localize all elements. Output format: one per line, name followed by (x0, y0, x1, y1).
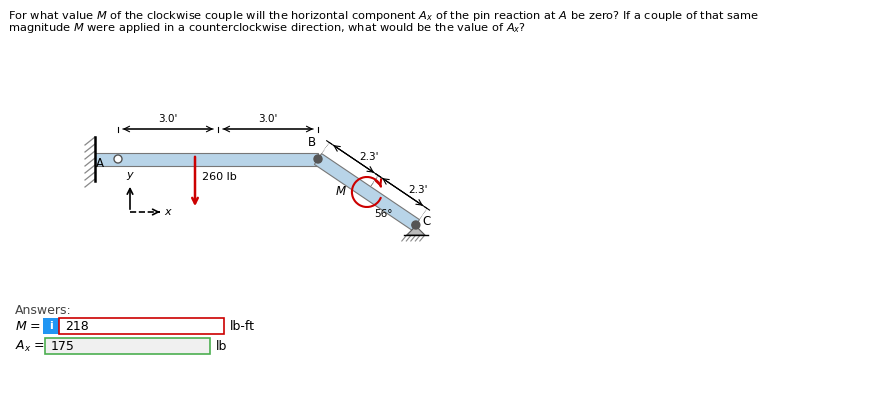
Text: C: C (423, 216, 431, 229)
Text: Answers:: Answers: (15, 304, 71, 317)
Text: 2.3': 2.3' (409, 185, 428, 195)
Polygon shape (407, 226, 425, 235)
Bar (95, 153, 318, 166)
Polygon shape (314, 153, 419, 230)
Text: $M$ =: $M$ = (15, 319, 41, 332)
Bar (59, 318, 224, 334)
Text: 260 lb: 260 lb (202, 171, 236, 181)
Text: magnitude $M$ were applied in a counterclockwise direction, what would be the va: magnitude $M$ were applied in a counterc… (8, 21, 526, 35)
Text: i: i (49, 321, 53, 331)
Text: 2.3': 2.3' (359, 152, 379, 162)
Bar (45, 338, 210, 354)
Text: 175: 175 (51, 339, 75, 352)
Text: 56°: 56° (375, 209, 393, 219)
Text: lb: lb (216, 339, 227, 352)
Text: M: M (335, 186, 346, 198)
Circle shape (314, 155, 322, 163)
Circle shape (114, 155, 122, 163)
Text: 3.0': 3.0' (158, 114, 178, 124)
Text: y: y (127, 170, 133, 180)
Text: 3.0': 3.0' (259, 114, 277, 124)
Text: 218: 218 (65, 319, 88, 332)
Text: For what value $M$ of the clockwise couple will the horizontal component $A_x$ o: For what value $M$ of the clockwise coup… (8, 9, 759, 23)
Text: A: A (96, 156, 104, 169)
Text: $A_x$ =: $A_x$ = (15, 339, 45, 354)
Text: lb-ft: lb-ft (230, 319, 255, 332)
Bar (43, 318, 59, 334)
Text: x: x (164, 207, 170, 217)
Text: B: B (308, 136, 316, 149)
Circle shape (412, 221, 420, 229)
